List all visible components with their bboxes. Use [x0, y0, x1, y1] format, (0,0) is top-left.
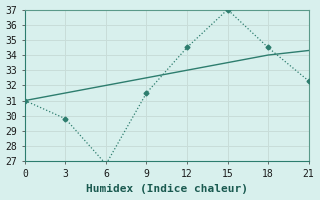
X-axis label: Humidex (Indice chaleur): Humidex (Indice chaleur) [86, 184, 248, 194]
